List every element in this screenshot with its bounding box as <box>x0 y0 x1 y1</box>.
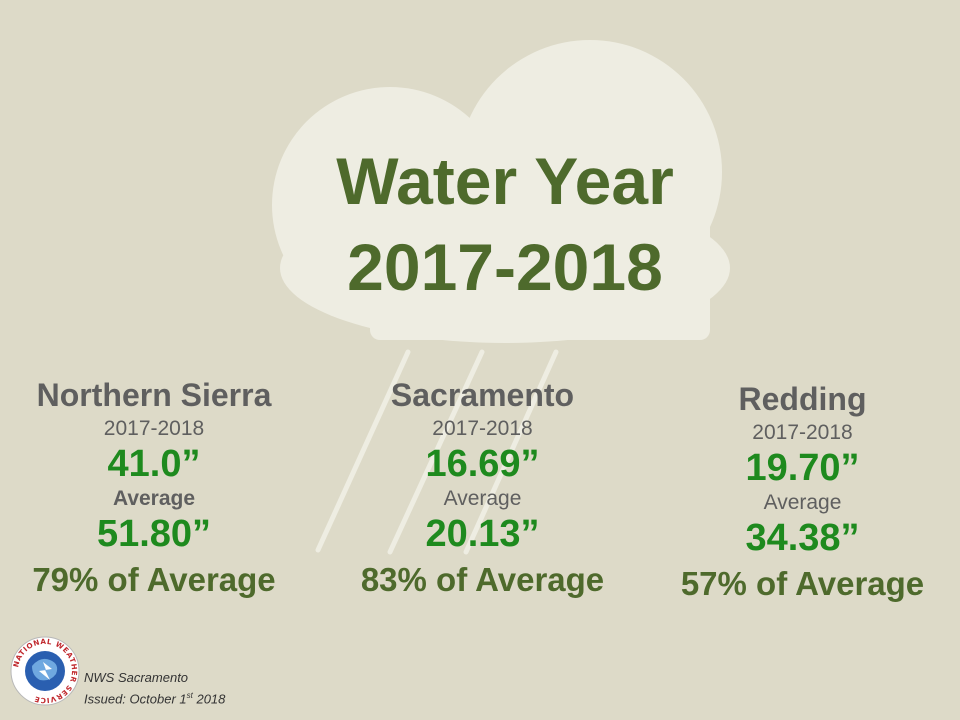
percent-of-average: 57% of Average <box>680 565 925 602</box>
station-northern-sierra: Northern Sierra 2017-2018 41.0” Average … <box>0 376 308 600</box>
nws-logo-icon: NATIONAL WEATHER SERVICE <box>10 636 80 706</box>
year-value: 19.70” <box>745 447 860 489</box>
station-redding: Redding 2017-2018 19.70” Average 34.38” … <box>650 380 955 604</box>
title-line-2: 2017-2018 <box>347 230 663 304</box>
percent-of-average: 79% of Average <box>32 561 276 598</box>
station-name: Redding <box>738 381 867 417</box>
station-sacramento: Sacramento 2017-2018 16.69” Average 20.1… <box>330 376 635 600</box>
rain-streaks <box>315 349 559 555</box>
average-label: Average <box>763 491 842 514</box>
average-value: 51.80” <box>96 513 212 555</box>
average-value: 34.38” <box>745 517 860 559</box>
station-name: Sacramento <box>390 377 575 413</box>
average-value: 20.13” <box>425 513 540 555</box>
year-value: 41.0” <box>107 443 201 485</box>
office-name: NWS Sacramento <box>84 670 189 685</box>
year-value: 16.69” <box>425 443 540 485</box>
percent-of-average: 83% of Average <box>360 561 605 598</box>
year-label: 2017-2018 <box>103 417 205 440</box>
footer-credit: NWS Sacramento Issued: October 1st 2018 <box>84 669 225 708</box>
average-label: Average <box>443 487 522 510</box>
average-label: Average <box>112 487 196 510</box>
station-name: Northern Sierra <box>36 377 272 413</box>
year-label: 2017-2018 <box>752 421 853 444</box>
cloud-shape <box>272 40 730 343</box>
issued-date: Issued: October 1st 2018 <box>84 691 226 707</box>
year-label: 2017-2018 <box>432 417 533 440</box>
page-title: Water Year 2017-2018 <box>300 138 710 310</box>
title-line-1: Water Year <box>336 144 674 218</box>
